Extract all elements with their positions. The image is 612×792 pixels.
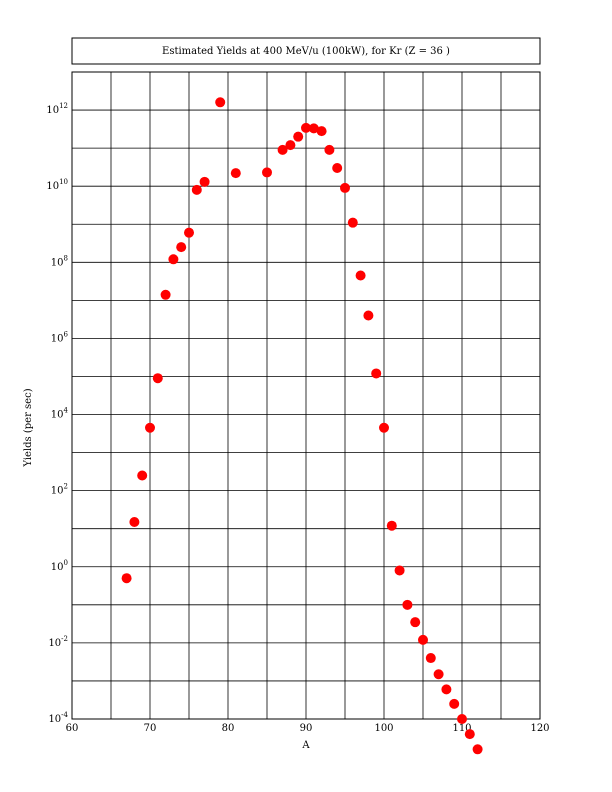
y-tick-label: 100: [51, 559, 68, 573]
y-tick-label: 1012: [46, 102, 68, 116]
chart-title: Estimated Yields at 400 MeV/u (100kW), f…: [162, 46, 450, 57]
data-point: [402, 599, 413, 610]
data-point: [394, 565, 405, 576]
data-point: [176, 242, 187, 253]
data-point: [160, 289, 171, 300]
data-point: [293, 131, 304, 142]
data-point: [145, 422, 155, 433]
x-tick-label: 70: [144, 723, 157, 734]
data-point: [371, 368, 382, 379]
data-point: [386, 520, 397, 531]
x-tick-label: 90: [300, 723, 313, 734]
plot-frame: [71, 71, 541, 720]
x-axis-label: A: [301, 740, 310, 751]
data-point: [199, 176, 210, 187]
data-point: [129, 517, 140, 528]
data-point: [324, 144, 335, 155]
x-tick-label: 100: [374, 723, 393, 734]
y-tick-label: 10-2: [48, 635, 68, 649]
data-point: [308, 123, 319, 134]
data-point: [332, 163, 343, 174]
y-tick-label: 104: [51, 407, 69, 421]
y-tick-label: 102: [51, 483, 68, 497]
data-point: [137, 470, 148, 481]
data-point: [340, 182, 350, 193]
y-axis-label: Yields (per sec): [23, 388, 34, 467]
data-point: [168, 254, 179, 265]
data-point: [230, 168, 241, 179]
x-tick-label: 80: [222, 723, 235, 734]
data-point: [472, 744, 483, 755]
data-point: [191, 184, 202, 195]
data-point: [425, 653, 436, 664]
data-point: [363, 310, 374, 321]
data-point: [441, 684, 452, 695]
data-point: [184, 227, 194, 238]
data-point: [418, 634, 428, 645]
title-box: [71, 37, 541, 65]
data-point: [355, 270, 366, 281]
data-point: [464, 729, 475, 740]
y-tick-labels: 10-4 10-2 100 102 104 106 108 1010 1012: [46, 102, 68, 725]
y-tick-label: 1010: [46, 178, 68, 192]
x-tick-labels: 60 70 80 90 100 110 120: [66, 723, 550, 734]
data-point: [347, 217, 358, 228]
x-tick-label: 110: [452, 723, 471, 734]
y-tick-label: 108: [51, 254, 68, 268]
y-tick-label: 10-4: [48, 711, 68, 725]
data-point: [277, 144, 288, 155]
data-point: [457, 714, 467, 724]
x-tick-label: 120: [530, 723, 549, 734]
data-point: [285, 140, 296, 151]
data-point: [379, 422, 389, 433]
x-tick-label: 60: [66, 723, 79, 734]
data-point: [410, 617, 421, 628]
data-point: [121, 573, 132, 584]
y-tick-label: 106: [51, 330, 69, 344]
data-points: [121, 97, 483, 755]
data-point: [433, 669, 444, 680]
data-point: [262, 167, 272, 178]
grid: [72, 72, 540, 719]
data-point: [449, 698, 460, 709]
data-point: [215, 97, 226, 108]
data-point: [301, 122, 311, 133]
data-point: [316, 126, 327, 137]
data-point: [152, 373, 163, 384]
